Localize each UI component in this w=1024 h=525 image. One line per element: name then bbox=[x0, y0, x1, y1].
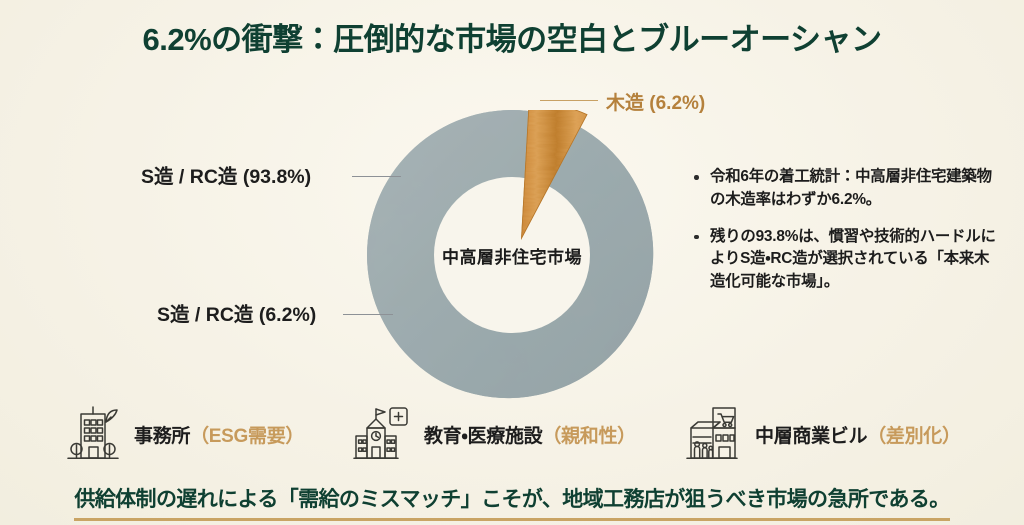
school-hospital-icon bbox=[352, 403, 414, 465]
donut-center-label: 中高層非住宅市場 bbox=[442, 248, 582, 267]
icon-label-main: 中層商業ビル bbox=[755, 425, 868, 447]
bottom-banner-text: 供給体制の遅れによる「需給のミスマッチ」こそが、地域工務店が狙うべき市場の急所で… bbox=[74, 483, 950, 521]
donut-chart bbox=[367, 110, 657, 400]
icon-item-office: 事務所（ESG需要） bbox=[62, 398, 304, 470]
callout-label-sc62: S造 / RC造 (6.2%) bbox=[157, 304, 317, 326]
icon-item-label: 教育・医療施設（親和性） bbox=[424, 421, 636, 448]
callout-label-wood: 木造 (6.2%) bbox=[606, 93, 706, 114]
icon-label-accent: （差別化） bbox=[867, 425, 961, 447]
page-title: 6.2%の衝撃：圧倒的な市場の空白とブルーオーシャン bbox=[142, 22, 882, 57]
icon-item-education-medical: 教育・医療施設（親和性） bbox=[352, 398, 636, 470]
commercial-building-cart-icon bbox=[683, 403, 745, 465]
office-building-leaf-icon bbox=[62, 403, 124, 465]
leader-line-wood bbox=[540, 100, 598, 101]
icon-label-accent: （親和性） bbox=[542, 425, 636, 447]
icon-item-commercial: 中層商業ビル（差別化） bbox=[683, 398, 961, 470]
icon-label-main: 教育・医療施設 bbox=[424, 425, 543, 447]
list-item: 残りの93.8%は、慣習や技術的ハードルによりS造・RC造が選択されている「本来… bbox=[692, 226, 997, 294]
icon-item-label: 中層商業ビル（差別化） bbox=[755, 421, 961, 448]
icon-label-main: 事務所 bbox=[134, 425, 191, 447]
list-item: 令和6年の着工統計：中高層非住宅建築物の木造率はわずか6.2%。 bbox=[692, 166, 997, 212]
icon-label-accent: （ESG需要） bbox=[190, 425, 305, 447]
leader-line-sc93 bbox=[352, 176, 401, 177]
leader-line-sc62 bbox=[343, 314, 393, 315]
donut-hole bbox=[434, 177, 590, 333]
icon-row: 事務所（ESG需要） bbox=[0, 398, 1024, 470]
callout-label-sc93: S造 / RC造 (93.8%) bbox=[141, 166, 312, 188]
icon-item-label: 事務所（ESG需要） bbox=[134, 421, 304, 448]
bottom-banner: 供給体制の遅れによる「需給のミスマッチ」こそが、地域工務店が狙うべき市場の急所で… bbox=[0, 483, 1024, 521]
bullet-list: 令和6年の着工統計：中高層非住宅建築物の木造率はわずか6.2%。 残りの93.8… bbox=[692, 166, 997, 308]
